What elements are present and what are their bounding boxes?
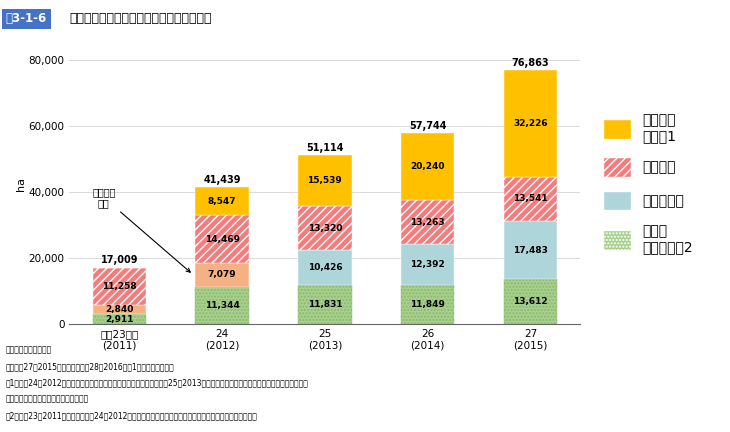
Text: 76,863: 76,863 xyxy=(512,58,549,68)
Text: 13,612: 13,612 xyxy=(513,297,548,306)
Bar xyxy=(196,286,249,324)
Bar xyxy=(298,285,352,324)
Text: 11,258: 11,258 xyxy=(102,282,137,291)
Bar xyxy=(504,70,557,177)
Text: 14,469: 14,469 xyxy=(204,235,239,244)
Text: ＊1　平成24（2012）年度の地域特認取組は、堆肥の施用を含む。平成25（2013）年度以降の地域特認取組は、草生栽培、リビング: ＊1 平成24（2012）年度の地域特認取組は、堆肥の施用を含む。平成25（20… xyxy=(6,378,309,388)
Text: マルチ及び冬期湛水管理を含む。: マルチ及び冬期湛水管理を含む。 xyxy=(6,395,89,404)
Text: 10,426: 10,426 xyxy=(307,263,342,272)
Bar xyxy=(298,206,352,251)
Bar xyxy=(504,221,557,279)
Bar xyxy=(93,268,146,305)
Text: 15,539: 15,539 xyxy=(307,176,342,185)
Text: 11,344: 11,344 xyxy=(204,301,239,310)
Text: 13,541: 13,541 xyxy=(513,194,548,203)
Text: 8,547: 8,547 xyxy=(208,197,237,206)
Text: 51,114: 51,114 xyxy=(306,143,344,153)
Y-axis label: ha: ha xyxy=(16,177,26,191)
Bar xyxy=(401,244,454,285)
Bar xyxy=(504,177,557,221)
Bar xyxy=(196,215,249,263)
Bar xyxy=(93,314,146,324)
Bar xyxy=(196,263,249,286)
Text: 11,831: 11,831 xyxy=(307,300,342,309)
Text: 2,911: 2,911 xyxy=(105,314,134,324)
Text: 12,392: 12,392 xyxy=(410,260,445,269)
Bar xyxy=(298,251,352,285)
Text: 41,439: 41,439 xyxy=(204,175,241,185)
Bar xyxy=(401,285,454,324)
Text: 7,079: 7,079 xyxy=(208,270,237,280)
Text: 32,226: 32,226 xyxy=(513,119,548,128)
Bar xyxy=(93,305,146,314)
Text: 資料：農林水産省調べ: 資料：農林水産省調べ xyxy=(6,346,52,355)
Text: 2,840: 2,840 xyxy=(105,305,134,314)
Text: 環境保全型農業直接支払の実施面積の推移: 環境保全型農業直接支払の実施面積の推移 xyxy=(69,12,212,25)
Bar xyxy=(504,279,557,324)
Text: 13,263: 13,263 xyxy=(410,217,445,226)
Text: 冬期湛水
管理: 冬期湛水 管理 xyxy=(92,187,191,272)
Text: 11,849: 11,849 xyxy=(410,300,445,309)
Legend: 地域特認
取組＊1, 有機農業, 堆肥の施用, カバー
クロップ＊2: 地域特認 取組＊1, 有機農業, 堆肥の施用, カバー クロップ＊2 xyxy=(598,108,698,260)
Bar xyxy=(196,187,249,215)
Text: ＊2　平成23（2011）年度及び平成24（2012）年度のカバークロップは草生栽培、リビングマルチを含む。: ＊2 平成23（2011）年度及び平成24（2012）年度のカバークロップは草生… xyxy=(6,411,258,420)
Text: 57,744: 57,744 xyxy=(409,121,446,131)
Text: 注：平成27（2015）年度は、平成28（2016）年1月末現在の概数値: 注：平成27（2015）年度は、平成28（2016）年1月末現在の概数値 xyxy=(6,362,174,371)
Text: 20,240: 20,240 xyxy=(410,162,445,171)
Text: 13,320: 13,320 xyxy=(307,224,342,233)
Bar xyxy=(401,200,454,244)
Text: 17,483: 17,483 xyxy=(513,246,548,254)
Text: 図3-1-6: 図3-1-6 xyxy=(6,12,47,25)
Text: 17,009: 17,009 xyxy=(101,255,138,266)
Bar xyxy=(401,133,454,200)
Bar xyxy=(298,155,352,206)
